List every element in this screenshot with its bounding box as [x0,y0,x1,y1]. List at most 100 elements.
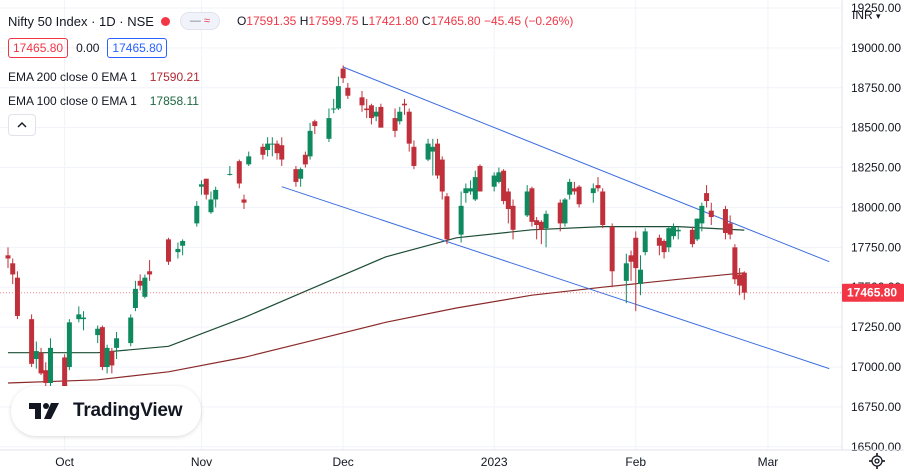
candle-body [708,210,714,218]
candle [147,260,153,281]
candle-body [397,111,403,122]
candle [534,217,540,240]
candle-body [269,143,275,145]
candle-body [260,146,266,155]
candle-body [368,105,374,119]
candle [109,347,115,374]
candle-body [331,108,337,110]
ema100-value: 17858.11 [149,94,199,108]
candle [661,239,667,259]
candle-body [425,143,431,160]
candle [477,164,483,192]
candle [199,180,205,195]
y-tick-label: 19250.00 [851,1,901,15]
candle-body [38,352,44,374]
price-axis[interactable]: 19250.00 19000.00 18750.00 18500.00 18250.00… [841,0,901,454]
close-value: 17465.80 [430,14,481,28]
candle-body [326,118,332,139]
candles [5,65,747,390]
last-price-box [842,283,904,302]
ema200-value: 17590.21 [149,70,200,84]
trendline-upper[interactable] [342,66,830,263]
trend-lines[interactable] [281,66,830,370]
candle [656,234,662,256]
candle-body [595,185,601,189]
indicator-toggle[interactable]: — ≈ [179,12,220,30]
candle-body [571,188,577,192]
candle [359,90,365,112]
candle-body [435,143,441,176]
chevron-up-icon [17,122,27,128]
candle [463,183,469,203]
time-axis[interactable]: Oct Nov Dec 2023 Feb Mar [0,449,904,469]
x-tick-label: Oct [55,455,74,469]
candle-body [203,178,209,195]
buy-button[interactable]: 17465.80 [107,38,168,58]
candle [708,202,714,225]
candle-body [142,277,148,297]
candle [203,178,209,200]
candle [524,185,530,218]
candle [704,185,710,208]
candle-body [477,165,483,192]
candle [213,186,219,208]
candle-body [76,314,82,320]
candle-body [33,351,39,360]
last-price-label: 17465.80 [847,286,897,300]
candle [401,98,407,115]
candle-body [727,223,733,235]
ohlc-readout: O17591.35 H17599.75 L17421.80 C17465.80 … [236,14,574,28]
candle [411,140,417,170]
candle [689,226,695,248]
settings-gear-icon[interactable] [868,452,886,470]
candle-body [364,108,370,111]
tradingview-logo[interactable]: TradingView [11,386,201,436]
candle [732,244,738,285]
candle-body [401,103,407,106]
candle-body [66,322,72,368]
candle-body [147,271,153,275]
candle-body [10,263,16,275]
candle [590,183,596,203]
symbol-title[interactable]: Nifty 50 Index · 1D · NSE [8,13,154,29]
y-tick-label: 18500.00 [851,121,901,135]
candle [378,103,384,128]
ema200-legend[interactable]: EMA 200 close 0 EMA 1 17590.21 [8,70,200,84]
candle [671,223,677,240]
candle [274,140,280,160]
candle-body [279,145,285,160]
candle [425,138,431,162]
spread-value: 0.00 [76,41,100,55]
trendline-lower[interactable] [281,186,830,370]
market-status-dot [160,16,170,26]
ema100-label: EMA 100 close 0 EMA 1 [8,94,137,108]
candle [260,143,266,160]
candle [397,106,403,125]
currency-selector[interactable]: INR ▾ [852,8,881,22]
sell-button[interactable]: 17465.80 [8,38,69,58]
x-tick-label: Nov [191,455,212,469]
candle [312,119,318,135]
candle [501,169,507,205]
candle-body [132,288,138,308]
candle-body [694,218,700,240]
candle-body [99,327,105,368]
candle-body [43,370,49,383]
candle [694,218,700,241]
candle [543,210,549,248]
low-value: 17421.80 [368,14,419,28]
candle-body [623,263,629,281]
candle-body [199,184,205,187]
candle [132,280,138,312]
ema100-legend[interactable]: EMA 100 close 0 EMA 1 17858.11 [8,94,199,108]
candle [510,199,516,240]
candle-body [298,169,304,179]
candle [76,306,82,323]
candle [468,180,474,195]
candle [505,188,511,224]
y-tick-label: 16750.00 [851,400,901,414]
candle [293,165,299,187]
candle [269,137,275,157]
collapse-legend-button[interactable] [8,114,36,136]
